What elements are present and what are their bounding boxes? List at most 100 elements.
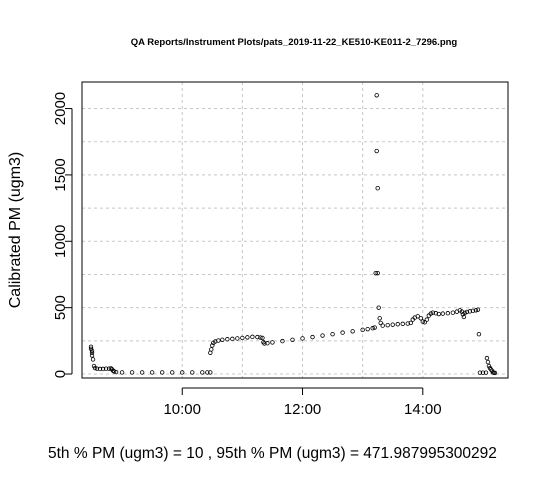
data-point	[200, 370, 205, 375]
data-point	[258, 335, 263, 340]
grid-lines	[82, 82, 508, 378]
data-point	[111, 369, 117, 374]
y-axis: 0 500 1000 1500 2000	[52, 92, 73, 378]
data-point	[340, 330, 345, 335]
data-point	[436, 311, 442, 317]
data-point	[113, 369, 119, 375]
data-point	[280, 338, 285, 344]
data-point	[106, 366, 112, 371]
data-point	[220, 337, 225, 342]
data-point	[400, 321, 405, 327]
data-point	[216, 338, 221, 343]
data-point	[418, 316, 423, 321]
data-point	[377, 316, 382, 321]
data-point	[385, 322, 390, 328]
data-point	[225, 337, 230, 342]
data-point	[300, 336, 305, 341]
data-point	[480, 370, 486, 375]
data-point	[476, 331, 482, 337]
y-tick-label: 1500	[52, 158, 69, 191]
data-point	[375, 270, 380, 276]
data-point	[415, 314, 420, 319]
data-point	[420, 319, 425, 324]
data-point	[310, 334, 315, 340]
data-point	[475, 307, 481, 312]
data-point	[129, 370, 135, 375]
data-point	[450, 310, 456, 315]
data-point	[170, 370, 175, 375]
percentile-summary: 5th % PM (ugm3) = 10 , 95th % PM (ugm3) …	[48, 445, 497, 462]
data-point	[262, 341, 267, 346]
data-point	[103, 366, 109, 371]
data-point	[390, 322, 395, 327]
data-point	[290, 337, 295, 342]
data-point	[100, 366, 106, 372]
data-point	[235, 336, 240, 341]
data-point	[350, 329, 355, 334]
data-point	[208, 370, 213, 375]
data-point	[320, 333, 325, 338]
data-points	[88, 93, 498, 376]
x-tick-label: 10:00	[163, 401, 201, 418]
data-point	[375, 185, 380, 191]
y-tick-label: 2000	[52, 92, 69, 125]
data-point	[424, 317, 430, 322]
data-point	[374, 148, 379, 154]
data-point	[360, 327, 365, 333]
data-point	[89, 348, 95, 353]
data-point	[380, 323, 385, 328]
data-point	[240, 335, 245, 341]
data-point	[159, 370, 165, 375]
data-point	[492, 370, 498, 376]
data-point	[250, 334, 255, 340]
data-point	[372, 325, 377, 330]
data-point	[260, 335, 265, 341]
data-point	[149, 370, 155, 375]
data-point	[374, 93, 379, 98]
data-point	[265, 341, 270, 346]
y-axis-label: Calibrated PM (ugm3)	[7, 152, 24, 309]
data-point	[205, 370, 210, 375]
y-tick-label: 1000	[52, 225, 69, 258]
data-point	[119, 370, 125, 375]
data-point	[470, 308, 476, 314]
data-point	[139, 370, 145, 375]
data-point	[461, 314, 467, 320]
data-point	[255, 334, 260, 340]
data-point	[230, 336, 235, 342]
data-point	[485, 359, 491, 365]
data-point	[395, 322, 400, 327]
data-point	[190, 370, 195, 375]
data-point	[370, 326, 375, 331]
data-point	[92, 365, 98, 371]
data-point	[433, 311, 439, 316]
y-tick-label: 0	[52, 370, 69, 378]
x-tick-label: 14:00	[404, 401, 442, 418]
data-point	[473, 308, 479, 313]
chart-title: QA Reports/Instrument Plots/pats_2019-11…	[131, 37, 458, 48]
data-point	[90, 357, 96, 362]
x-tick-label: 12:00	[284, 401, 322, 418]
data-point	[445, 311, 451, 316]
data-point	[477, 370, 483, 375]
data-point	[210, 343, 215, 348]
data-point	[270, 340, 275, 345]
y-tick-label: 500	[52, 295, 69, 320]
data-point	[330, 331, 335, 337]
data-point	[376, 305, 381, 310]
data-point	[89, 350, 95, 355]
data-point	[89, 353, 95, 358]
data-point	[464, 309, 470, 315]
data-point	[484, 355, 490, 361]
data-point	[88, 344, 94, 350]
data-point	[245, 335, 250, 340]
data-point	[180, 370, 185, 375]
data-point	[430, 310, 436, 315]
plot-frame	[81, 81, 509, 379]
data-point	[408, 320, 413, 326]
data-point	[97, 366, 103, 372]
data-point	[483, 370, 489, 375]
data-point	[365, 326, 370, 332]
data-point	[440, 311, 446, 316]
